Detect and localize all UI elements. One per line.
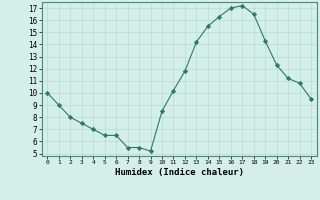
X-axis label: Humidex (Indice chaleur): Humidex (Indice chaleur) <box>115 168 244 177</box>
